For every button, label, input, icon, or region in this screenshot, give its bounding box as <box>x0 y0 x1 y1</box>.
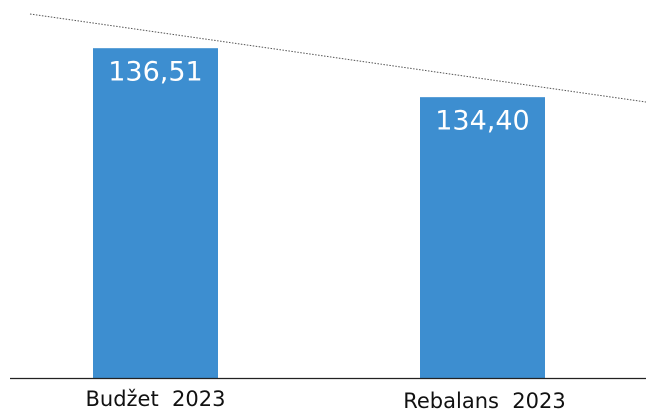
data-label: 136,51 <box>108 57 202 88</box>
data-label: 134,40 <box>435 106 529 137</box>
x-tick-label: Budžet 2023 <box>85 387 225 411</box>
bar <box>93 48 218 378</box>
x-tick-label: Rebalans 2023 <box>403 389 566 413</box>
bar <box>420 97 545 378</box>
